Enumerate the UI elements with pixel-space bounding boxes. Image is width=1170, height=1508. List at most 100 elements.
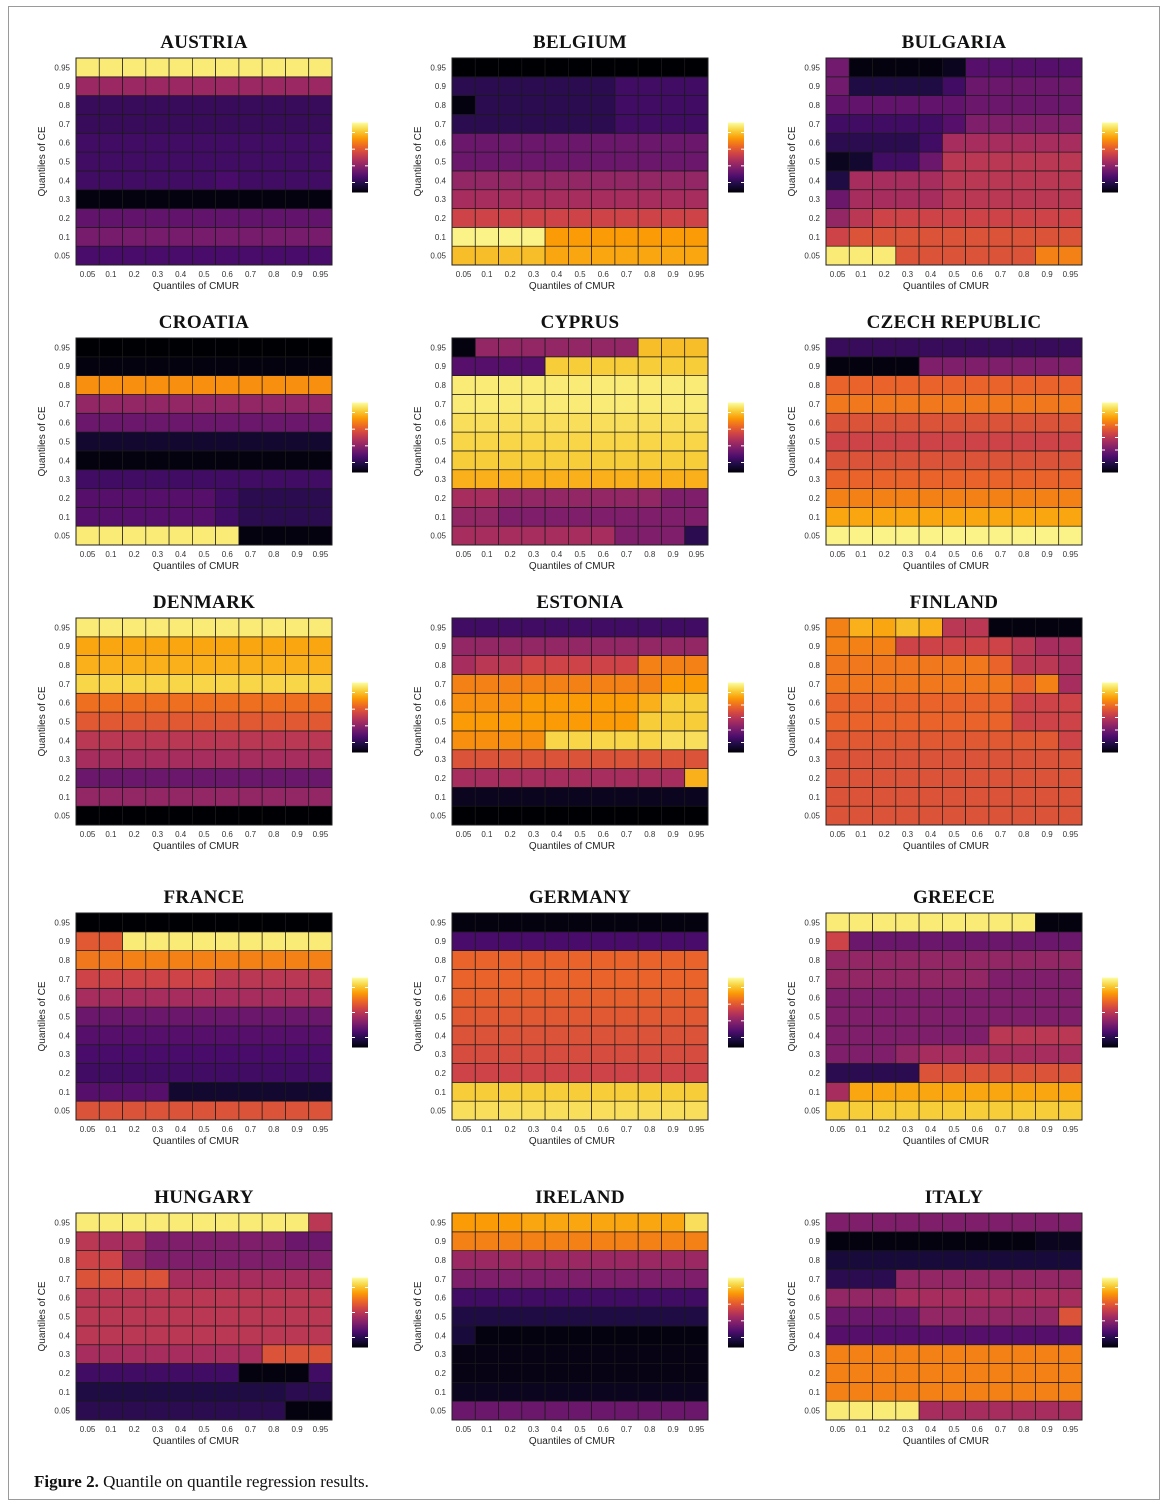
heatmap-cell (285, 57, 310, 78)
heatmap-cell (261, 114, 286, 134)
heatmap-cell (684, 931, 709, 951)
heatmap-cell (614, 1231, 639, 1251)
heatmap-cell (591, 151, 616, 172)
y-tick-label: 0.5 (435, 1313, 447, 1322)
y-tick-label: 0.4 (435, 1331, 447, 1340)
heatmap-cell (661, 114, 686, 134)
heatmap-cell (1058, 469, 1083, 489)
y-tick-label: 0.4 (435, 176, 447, 185)
heatmap-cell (168, 57, 193, 78)
y-tick-label: 0.95 (804, 343, 820, 352)
y-tick-label: 0.9 (435, 1237, 447, 1246)
x-tick-label: 0.6 (972, 270, 984, 279)
heatmap-cell (1058, 655, 1083, 675)
heatmap-cell (848, 1063, 873, 1083)
y-tick-label: 0.9 (809, 937, 821, 946)
heatmap-cell (544, 950, 569, 970)
heatmap-cell (451, 375, 476, 395)
heatmap-cell (1011, 787, 1036, 807)
heatmap-cell (591, 245, 616, 266)
panel-title: CYPRUS (541, 312, 620, 333)
heatmap-cell (474, 337, 499, 358)
heatmap-cell (308, 950, 333, 970)
heatmap-cell (1058, 1400, 1083, 1421)
heatmap-cell (684, 1044, 709, 1064)
y-tick-label: 0.4 (809, 456, 821, 465)
heatmap-cell (168, 1025, 193, 1046)
heatmap-cell (661, 1306, 686, 1327)
x-tick-label: 0.3 (528, 1125, 540, 1134)
heatmap-cell (637, 337, 662, 358)
heatmap-cell (1011, 655, 1036, 675)
heatmap-cell (614, 805, 639, 826)
heatmap-cell (285, 488, 310, 508)
x-tick-label: 0.95 (689, 1425, 705, 1434)
heatmap-cell (942, 1082, 966, 1102)
heatmap-cell (168, 1287, 193, 1308)
heatmap-cell (285, 1231, 310, 1251)
heatmap-cell (285, 1044, 310, 1064)
heatmap-cell (98, 1006, 123, 1027)
heatmap-cell (848, 1100, 873, 1121)
heatmap-cell (918, 1231, 943, 1251)
heatmap-cell (895, 787, 920, 807)
heatmap-cell (1011, 394, 1036, 414)
heatmap-cell (1011, 450, 1036, 471)
heatmap-cell (308, 805, 333, 826)
heatmap-cell (75, 730, 100, 751)
heatmap-cell (872, 1287, 897, 1308)
heatmap-cell (942, 1344, 966, 1364)
heatmap-cell (637, 375, 662, 395)
heatmap-cell (168, 189, 193, 209)
heatmap-cell (192, 1269, 216, 1289)
heatmap-cell (261, 1082, 286, 1102)
x-tick-label: 0.2 (879, 1125, 891, 1134)
heatmap-cell (285, 711, 310, 732)
heatmap-cell (544, 1306, 569, 1327)
heatmap-cell (451, 525, 476, 546)
heatmap-cell (122, 636, 147, 656)
heatmap-cell (451, 337, 476, 358)
heatmap-cell (498, 507, 523, 527)
x-tick-label: 0.7 (995, 830, 1007, 839)
heatmap-cell (308, 375, 333, 395)
heatmap-cell (145, 189, 170, 209)
heatmap-cell (285, 95, 310, 115)
heatmap-cell (614, 749, 639, 769)
y-tick-label: 0.95 (430, 1218, 446, 1227)
heatmap-cell (308, 1306, 333, 1327)
heatmap-cell (474, 1100, 499, 1121)
heatmap-cell (918, 674, 943, 694)
heatmap-cell (451, 674, 476, 694)
x-tick-label: 0.3 (902, 1125, 914, 1134)
y-tick-label: 0.6 (59, 419, 71, 428)
heatmap-cell (965, 412, 990, 433)
heatmap-cell (988, 356, 1013, 376)
y-tick-label: 0.5 (59, 158, 71, 167)
heatmap-cell (895, 1212, 920, 1233)
heatmap-panel-austria: AUSTRIA0.050.10.20.30.40.50.60.70.80.90.… (37, 32, 368, 292)
heatmap-cell (848, 692, 873, 713)
x-tick-label: 0.8 (644, 1125, 656, 1134)
heatmap-cell (285, 1006, 310, 1027)
heatmap-cell (568, 412, 592, 433)
heatmap-cell (145, 525, 170, 546)
heatmap-cell (285, 151, 310, 172)
heatmap-cell (1011, 912, 1036, 933)
heatmap-cell (474, 1363, 499, 1383)
heatmap-cell (145, 507, 170, 527)
heatmap-cell (238, 805, 263, 826)
heatmap-cell (192, 1044, 216, 1064)
heatmap-cell (591, 132, 616, 153)
y-tick-label: 0.4 (809, 176, 821, 185)
y-tick-label: 0.4 (59, 176, 71, 185)
heatmap-cell (965, 356, 990, 376)
heatmap-cell (285, 170, 310, 191)
x-tick-label: 0.3 (902, 270, 914, 279)
x-tick-label: 0.1 (481, 550, 493, 559)
heatmap-cell (98, 1363, 123, 1383)
heatmap-cell (661, 1344, 686, 1364)
heatmap-cell (474, 114, 499, 134)
heatmap-cell (1035, 987, 1060, 1008)
heatmap-cell (192, 1025, 216, 1046)
